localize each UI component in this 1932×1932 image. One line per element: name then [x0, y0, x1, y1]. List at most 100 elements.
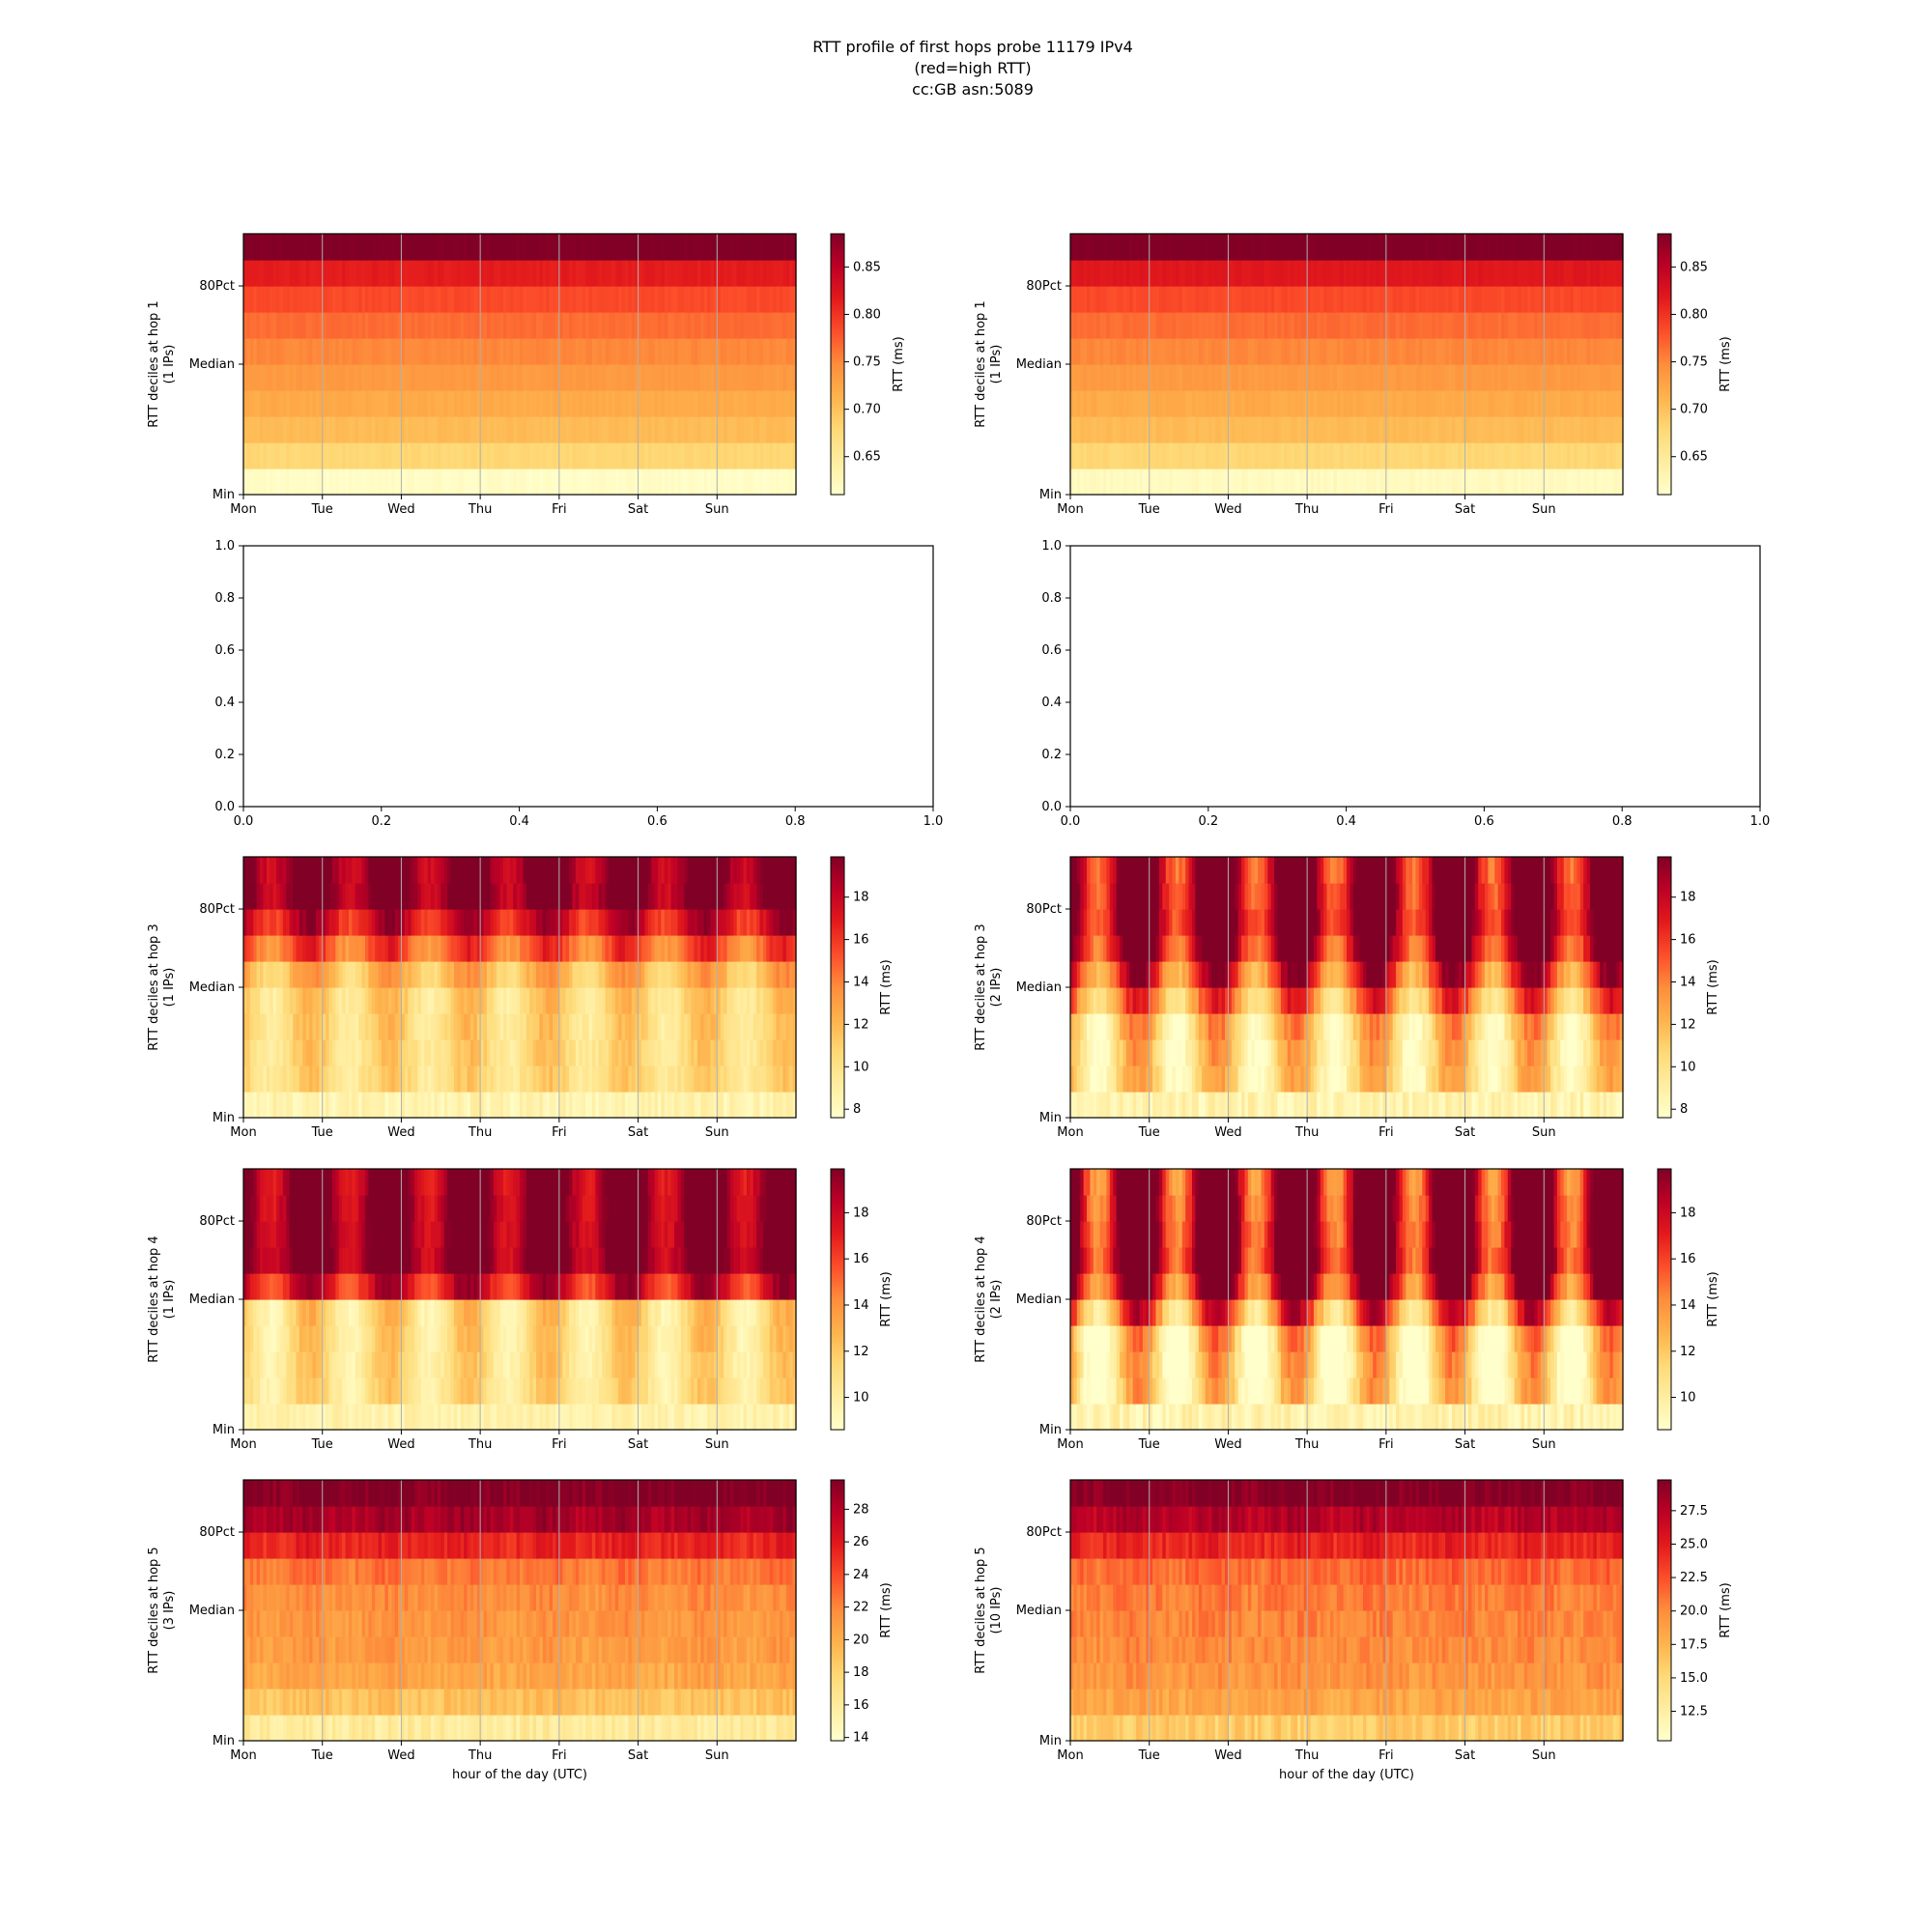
- heatmap-cell: [743, 935, 748, 962]
- heatmap-cell: [1093, 469, 1097, 496]
- heatmap-cell: [782, 416, 787, 443]
- heatmap-cell: [1540, 312, 1545, 339]
- heatmap-cell: [1103, 364, 1108, 391]
- heatmap-cell: [272, 857, 277, 884]
- heatmap-cell: [1113, 469, 1118, 496]
- heatmap-cell: [368, 364, 373, 391]
- heatmap-cell: [591, 857, 596, 884]
- heatmap-cell: [368, 286, 373, 313]
- heatmap-cell: [1152, 442, 1157, 469]
- heatmap-cell: [312, 312, 317, 339]
- heatmap-cell: [1146, 416, 1151, 443]
- heatmap-cell: [595, 312, 600, 339]
- heatmap-cell: [260, 1092, 265, 1119]
- heatmap-cell: [1152, 416, 1157, 443]
- heatmap-cell: [1202, 469, 1207, 496]
- heatmap-cell: [1527, 364, 1532, 391]
- heatmap-cell: [1363, 260, 1368, 287]
- heatmap-cell: [1600, 260, 1605, 287]
- heatmap-cell: [707, 286, 712, 313]
- heatmap-cell: [661, 312, 666, 339]
- heatmap-cell: [661, 1039, 666, 1066]
- heatmap-cell: [371, 338, 376, 365]
- heatmap-cell: [1474, 390, 1479, 417]
- heatmap-cell: [1432, 442, 1436, 469]
- heatmap-cell: [756, 286, 761, 313]
- heatmap-cell: [779, 442, 783, 469]
- heatmap-cell: [1129, 260, 1134, 287]
- heatmap-cell: [661, 1013, 666, 1040]
- heatmap-cell: [582, 312, 586, 339]
- heatmap-cell: [1221, 338, 1226, 365]
- heatmap-cell: [1106, 286, 1111, 313]
- heatmap-cell: [638, 1013, 642, 1040]
- heatmap-cell: [497, 338, 501, 365]
- heatmap-cell: [1497, 390, 1502, 417]
- heatmap-cell: [1181, 338, 1186, 365]
- heatmap-cell: [1445, 312, 1450, 339]
- heatmap-cell: [762, 390, 767, 417]
- heatmap-cell: [1425, 338, 1430, 365]
- heatmap-cell: [756, 909, 761, 936]
- heatmap-cell: [562, 260, 567, 287]
- heatmap-cell: [1122, 338, 1127, 365]
- heatmap-cell: [753, 260, 757, 287]
- heatmap-cell: [516, 338, 521, 365]
- heatmap-cell: [355, 909, 359, 936]
- heatmap-cell: [1073, 260, 1078, 287]
- heatmap-cell: [1343, 469, 1348, 496]
- heatmap-cell: [293, 416, 298, 443]
- heatmap-cell: [305, 286, 310, 313]
- heatmap-cell: [1455, 442, 1460, 469]
- heatmap-cell: [1070, 416, 1074, 443]
- heatmap-cell: [447, 1039, 452, 1066]
- heatmap-cell: [1507, 234, 1512, 261]
- heatmap-cell: [1155, 364, 1160, 391]
- heatmap-cell: [1485, 390, 1489, 417]
- heatmap-cell: [1162, 338, 1167, 365]
- heatmap-cell: [253, 390, 258, 417]
- heatmap-cell: [480, 416, 485, 443]
- heatmap-cell: [338, 338, 343, 365]
- heatmap-cell: [1441, 312, 1446, 339]
- heatmap-cell: [260, 338, 265, 365]
- heatmap-cell: [1142, 442, 1147, 469]
- heatmap-cell: [1534, 416, 1539, 443]
- heatmap-cell: [1540, 234, 1545, 261]
- heatmap-cell: [1458, 312, 1463, 339]
- heatmap-cell: [638, 1065, 642, 1093]
- heatmap-cell: [266, 364, 270, 391]
- heatmap-cell: [1544, 442, 1548, 469]
- heatmap-cell: [502, 312, 507, 339]
- heatmap-cell: [1317, 260, 1321, 287]
- heatmap-cell: [453, 260, 458, 287]
- heatmap-cell: [779, 234, 783, 261]
- heatmap-cell: [1093, 260, 1097, 287]
- heatmap-cell: [743, 364, 748, 391]
- heatmap-cell: [588, 390, 593, 417]
- heatmap-cell: [391, 416, 396, 443]
- heatmap-cell: [644, 1092, 649, 1119]
- heatmap-cell: [384, 909, 389, 936]
- heatmap-cell: [447, 1092, 452, 1119]
- heatmap-cell: [1195, 312, 1200, 339]
- heatmap-cell: [499, 390, 504, 417]
- heatmap-cell: [342, 286, 347, 313]
- heatmap-cell: [1175, 312, 1179, 339]
- heatmap-cell: [1435, 469, 1439, 496]
- heatmap-cell: [746, 260, 751, 287]
- heatmap-cell: [769, 312, 774, 339]
- heatmap-cell: [467, 1065, 471, 1093]
- heatmap-cell: [296, 469, 300, 496]
- heatmap-cell: [1373, 416, 1378, 443]
- heatmap-cell: [483, 857, 488, 884]
- heatmap-cell: [1323, 312, 1328, 339]
- heatmap-cell: [378, 338, 383, 365]
- heatmap-cell: [411, 1092, 415, 1119]
- heatmap-cell: [348, 961, 353, 988]
- heatmap-cell: [1347, 234, 1350, 261]
- heatmap-cell: [542, 1065, 547, 1093]
- heatmap-cell: [542, 286, 547, 313]
- heatmap-cell: [1573, 338, 1577, 365]
- heatmap-cell: [358, 1065, 363, 1093]
